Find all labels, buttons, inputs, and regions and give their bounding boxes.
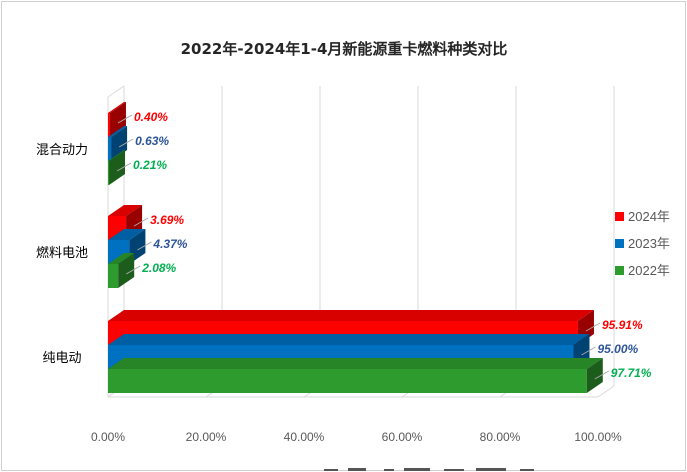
bar xyxy=(108,253,135,288)
chart-title: 2022年-2024年1-4月新能源重卡燃料种类对比 xyxy=(181,40,508,58)
legend: 2024年 2023年 2022年 xyxy=(615,209,670,278)
floor-gridline-5 xyxy=(597,385,615,398)
leader-line xyxy=(118,138,134,148)
bar-side xyxy=(586,358,603,393)
bar-top xyxy=(108,253,135,264)
bar xyxy=(108,358,603,393)
bar-top xyxy=(108,205,143,216)
legend-swatch xyxy=(615,239,624,248)
bar-top xyxy=(108,334,590,345)
bar-top xyxy=(108,358,603,369)
legend-label: 2024年 xyxy=(628,209,670,224)
cropped-footer-text xyxy=(324,468,534,471)
bar-front xyxy=(108,113,110,137)
legend-item: 2024年 xyxy=(615,209,670,224)
bar-side xyxy=(109,150,126,185)
leader-line xyxy=(585,322,601,332)
data-label: 95.91% xyxy=(602,318,643,332)
x-tick-label: 20.00% xyxy=(186,430,227,444)
axes: 0.00% 20.00% 40.00% 60.00% 80.00% 100.00% 混合动力… xyxy=(36,143,622,444)
legend-label: 2022年 xyxy=(628,263,670,278)
x-tick-label: 0.00% xyxy=(91,430,125,444)
category-label: 混合动力 xyxy=(36,143,88,158)
bar-side xyxy=(118,253,135,288)
bar-top xyxy=(108,229,146,240)
data-label: 2.08% xyxy=(141,261,176,275)
bar-front xyxy=(108,161,110,185)
data-label: 95.00% xyxy=(598,342,639,356)
legend-item: 2022年 xyxy=(615,263,670,278)
x-tick-label: 40.00% xyxy=(284,430,325,444)
bar-front xyxy=(108,137,112,161)
x-tick-label: 80.00% xyxy=(480,430,521,444)
data-label: 3.69% xyxy=(150,213,184,227)
category-label: 燃料电池 xyxy=(36,245,88,261)
legend-swatch xyxy=(615,266,624,275)
leader-line xyxy=(581,346,596,356)
leader-line xyxy=(133,217,149,227)
legend-item: 2023年 xyxy=(615,236,670,251)
bar xyxy=(108,150,126,185)
legend-swatch xyxy=(615,212,624,221)
leader-line xyxy=(116,162,132,172)
data-label: 0.21% xyxy=(133,158,167,172)
leader-line xyxy=(125,265,141,275)
data-label: 4.37% xyxy=(152,237,187,251)
data-label: 0.40% xyxy=(134,110,168,124)
x-tick-label: 100.00% xyxy=(574,430,622,444)
data-labels: 0.40% 0.63% 0.21% 3.69% 4.37% 2.08% 95.91% 95.0… xyxy=(116,110,652,380)
bar-front xyxy=(108,264,119,288)
bar-top xyxy=(108,310,594,321)
side-wall-top xyxy=(107,85,125,98)
bars xyxy=(108,102,603,393)
bar-front xyxy=(108,369,587,393)
legend-label: 2023年 xyxy=(628,236,670,251)
x-tick-label: 60.00% xyxy=(382,430,423,444)
leader-line xyxy=(117,114,133,124)
bar-top xyxy=(108,126,128,137)
bar-top xyxy=(108,150,126,161)
data-label: 97.71% xyxy=(611,366,652,380)
bar-top xyxy=(108,102,126,113)
category-label: 纯电动 xyxy=(42,351,81,366)
data-label: 0.63% xyxy=(135,134,169,148)
leader-line xyxy=(137,241,152,251)
leader-line xyxy=(594,370,610,380)
